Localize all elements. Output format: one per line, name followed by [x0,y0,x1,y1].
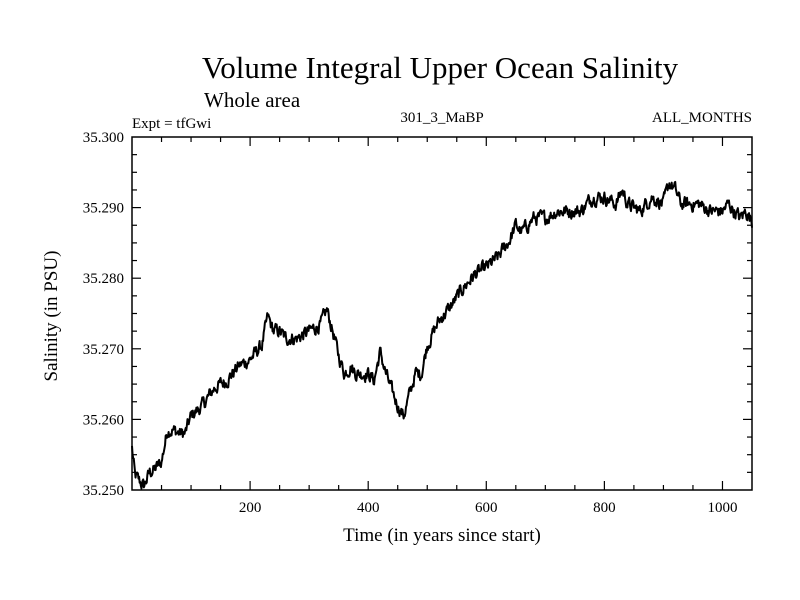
x-tick-label: 400 [357,500,380,516]
header-center-label: 301_3_MaBP [400,110,483,126]
x-tick-label: 1000 [707,500,737,516]
header-right-label: ALL_MONTHS [652,110,752,126]
chart-subtitle: Whole area [204,88,301,112]
chart-title: Volume Integral Upper Ocean Salinity [202,50,679,85]
x-axis-label: Time (in years since start) [343,525,541,546]
header-left-label: Expt = tfGwi [132,116,211,132]
salinity-series-line [131,180,753,490]
y-tick-label: 35.260 [83,412,124,428]
y-tick-label: 35.250 [83,483,124,499]
y-tick-label: 35.280 [83,271,124,287]
plot-area: 200 400 600 800 1000 35.250 35.260 35.270 35.280… [83,130,753,516]
y-tick-label: 35.290 [83,201,124,217]
y-tick-label: 35.300 [83,130,124,146]
axis-ticks: 200 400 600 800 1000 35.250 35.260 35.270 35.280… [83,130,752,516]
plot-frame [131,136,753,491]
y-axis-label: Salinity (in PSU) [41,251,62,382]
x-tick-label: 800 [593,500,616,516]
y-tick-label: 35.270 [83,342,124,358]
x-tick-label: 200 [239,500,262,516]
x-tick-label: 600 [475,500,498,516]
